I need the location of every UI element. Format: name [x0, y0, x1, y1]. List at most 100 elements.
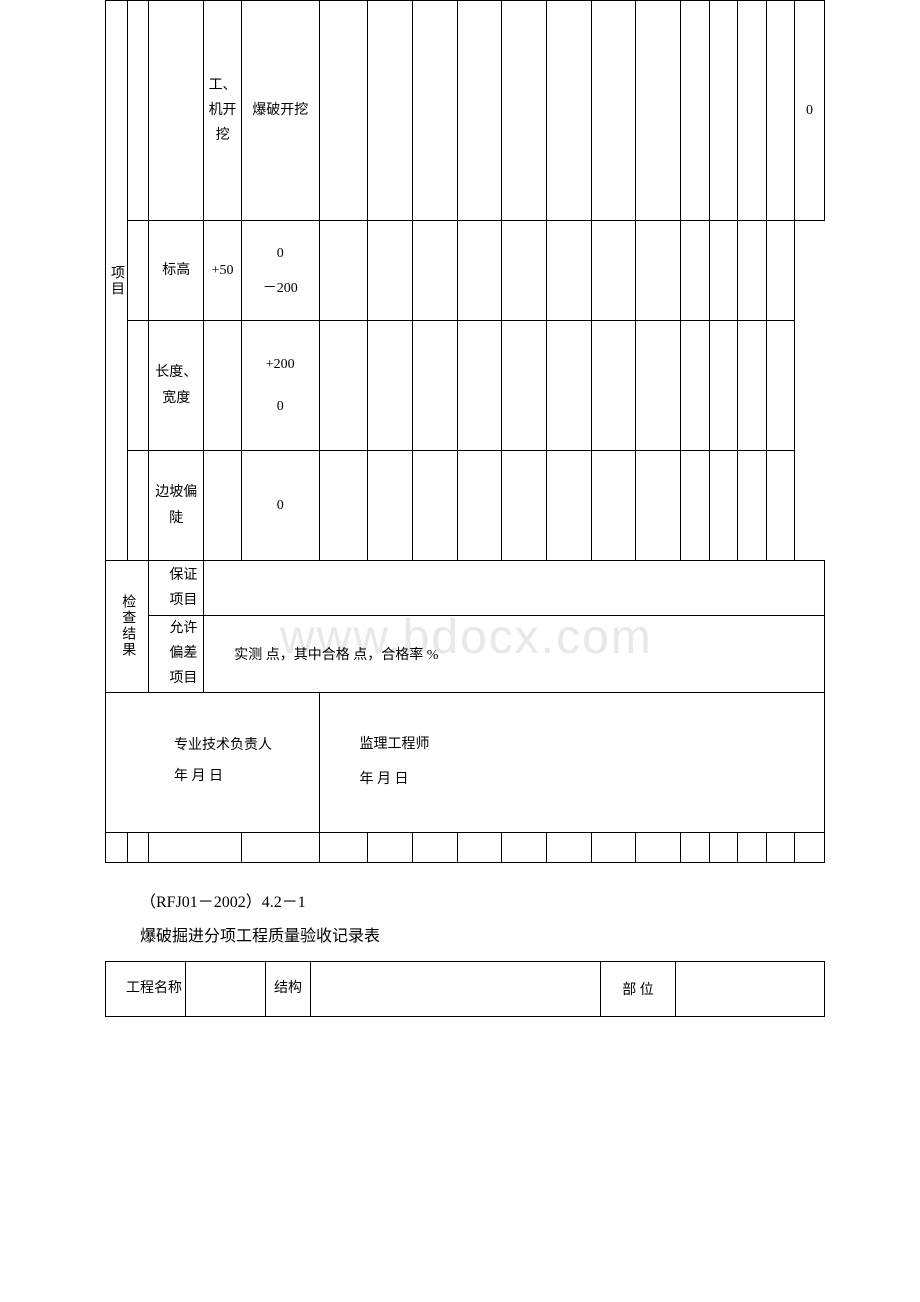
empty-cell — [547, 221, 592, 321]
empty-cell — [547, 451, 592, 561]
sign-date: 年 月 日 — [146, 762, 309, 793]
empty-cell — [319, 221, 368, 321]
empty-cell — [502, 1, 547, 221]
method-label: 工、机开挖 — [204, 73, 241, 149]
measured-cell: 实测 点，其中合格 点，合格率 % — [204, 616, 825, 693]
value-text: 0 — [277, 498, 284, 513]
project-name-label-cell: 工程名称 — [106, 961, 186, 1016]
empty-cell — [186, 961, 266, 1016]
structure-label-cell: 结构 — [266, 961, 311, 1016]
empty-cell — [368, 221, 413, 321]
value-text: 0 — [242, 386, 319, 428]
method-cell: 爆破开挖 — [241, 1, 319, 221]
empty-cell — [766, 321, 795, 451]
empty-cell — [676, 961, 825, 1016]
method-cell: 工、机开挖 — [204, 1, 242, 221]
position-label: 部 位 — [622, 983, 654, 998]
empty-cell — [457, 1, 502, 221]
empty-cell — [709, 321, 738, 451]
table-row: 标高 +50 0 －200 — [106, 221, 825, 321]
empty-cell — [368, 1, 413, 221]
param-cell: 边坡偏陡 — [149, 451, 204, 561]
piancha-label: 允许偏差项目 — [169, 616, 203, 692]
empty-cell — [547, 321, 592, 451]
project-info-table: 工程名称 结构 部 位 — [105, 961, 825, 1017]
empty-cell — [591, 321, 636, 451]
empty-cell — [457, 321, 502, 451]
empty-cell — [738, 832, 767, 862]
value-text: 0 — [806, 103, 813, 118]
inspection-table: 项目 工、机开挖 爆破开挖 — [105, 0, 825, 863]
empty-cell — [127, 451, 148, 561]
empty-cell — [591, 1, 636, 221]
empty-cell — [502, 221, 547, 321]
empty-cell — [127, 321, 148, 451]
empty-cell — [412, 221, 457, 321]
empty-cell — [636, 832, 681, 862]
empty-cell — [204, 321, 242, 451]
results-header: 检查结果 — [106, 561, 149, 693]
value-cell: 0 — [241, 451, 319, 561]
empty-cell — [636, 1, 681, 221]
empty-cell — [241, 832, 319, 862]
table-row: 项目 工、机开挖 爆破开挖 — [106, 1, 825, 221]
empty-cell — [319, 832, 368, 862]
value-cell: 0 — [795, 1, 825, 221]
empty-cell — [204, 561, 825, 616]
sign-left-cell: 专业技术负责人 年 月 日 — [106, 692, 320, 832]
empty-cell — [591, 451, 636, 561]
empty-cell — [204, 451, 242, 561]
param-cell: 长度、宽度 — [149, 321, 204, 451]
section-reference: （RFJ01－2002）4.2－1 — [140, 888, 920, 912]
category-cell: 项目 — [106, 1, 128, 561]
param-label: 标高 — [149, 257, 203, 285]
merged-cell — [149, 832, 204, 862]
empty-cell — [319, 321, 368, 451]
table-row: 专业技术负责人 年 月 日 监理工程师 年 月 日 — [106, 692, 825, 832]
empty-cell — [412, 1, 457, 221]
empty-cell — [311, 961, 601, 1016]
empty-cell — [738, 221, 767, 321]
structure-label: 结构 — [266, 976, 310, 1001]
value-text: 0 — [242, 236, 319, 271]
baozheng-label: 保证项目 — [169, 563, 203, 613]
method-label: 爆破开挖 — [242, 98, 319, 123]
project-name-label: 工程名称 — [126, 976, 185, 1001]
category-label: 项目 — [106, 265, 126, 297]
empty-cell — [457, 832, 502, 862]
empty-cell — [368, 451, 413, 561]
empty-cell — [412, 451, 457, 561]
param-label: 长度、宽度 — [149, 360, 203, 410]
section-subtitle: 爆破掘进分项工程质量验收记录表 — [140, 922, 920, 946]
piancha-cell: 允许偏差项目 — [149, 616, 204, 693]
empty-cell — [766, 221, 795, 321]
empty-cell — [709, 221, 738, 321]
empty-cell — [457, 451, 502, 561]
value-cell: +50 — [204, 221, 242, 321]
table-row: 边坡偏陡 0 — [106, 451, 825, 561]
table-row: 允许偏差项目 实测 点，其中合格 点，合格率 % — [106, 616, 825, 693]
merged-cell — [204, 832, 242, 862]
empty-cell — [766, 832, 795, 862]
empty-cell — [502, 321, 547, 451]
value-text: +200 — [242, 344, 319, 386]
empty-cell — [368, 832, 413, 862]
empty-cell — [319, 451, 368, 561]
empty-cell — [368, 321, 413, 451]
position-label-cell: 部 位 — [601, 961, 676, 1016]
value-text: －200 — [242, 271, 319, 306]
empty-cell — [127, 832, 148, 862]
empty-cell — [738, 321, 767, 451]
empty-cell — [738, 1, 767, 221]
empty-cell — [502, 451, 547, 561]
empty-cell — [636, 321, 681, 451]
sign-right-cell: 监理工程师 年 月 日 — [319, 692, 824, 832]
empty-cell — [547, 832, 592, 862]
empty-cell — [681, 221, 710, 321]
baozheng-cell: 保证项目 — [149, 561, 204, 616]
table-row: 工程名称 结构 部 位 — [106, 961, 825, 1016]
empty-cell — [412, 832, 457, 862]
results-label: 检查结果 — [117, 594, 137, 658]
empty-cell — [795, 832, 825, 862]
empty-cell — [319, 1, 368, 221]
